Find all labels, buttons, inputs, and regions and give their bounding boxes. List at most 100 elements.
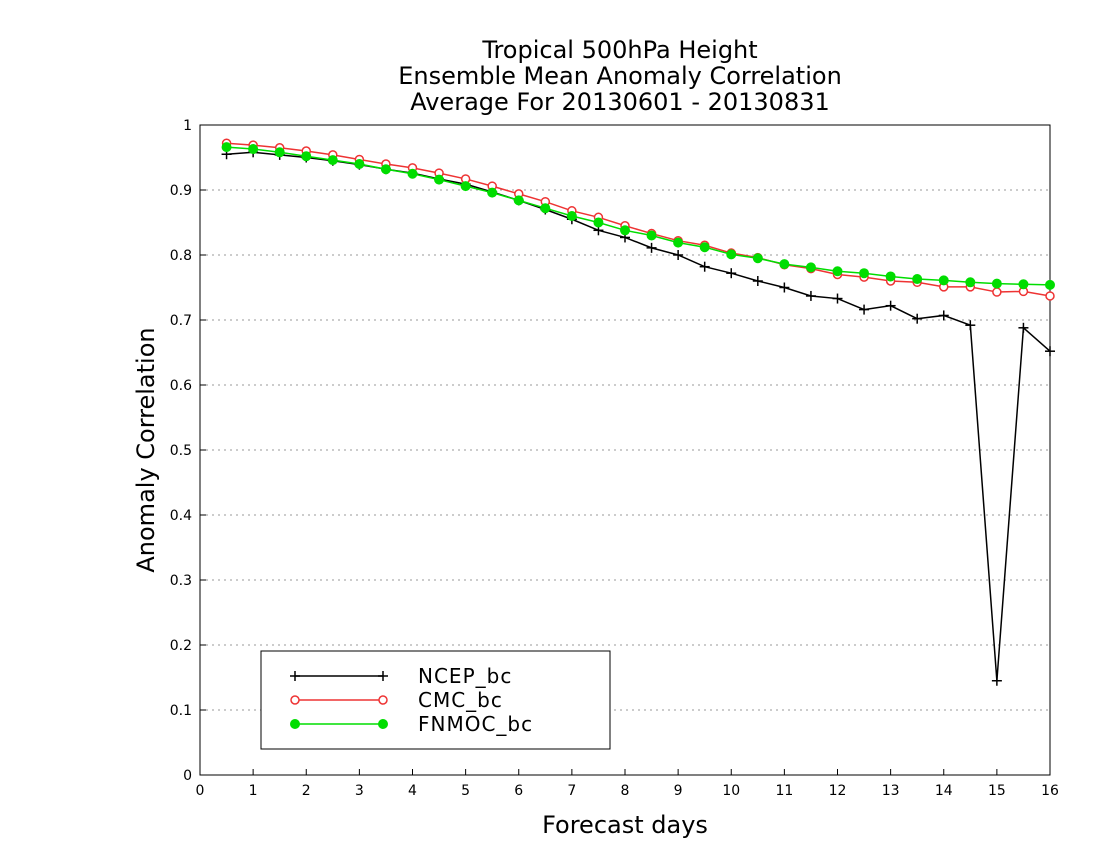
- legend-entry-ncep-bc: NCEP_bc: [290, 664, 512, 688]
- series-lines: [221, 138, 1055, 686]
- data-point-ncep-bc: [646, 242, 657, 253]
- x-tick-label: 14: [935, 783, 953, 799]
- data-point-ncep-bc: [832, 293, 843, 304]
- legend-entry-fnmoc-bc: FNMOC_bc: [290, 712, 533, 736]
- data-point-fnmoc-bc: [301, 151, 312, 162]
- legend-label-cmc-bc: CMC_bc: [418, 688, 503, 712]
- x-tick-label: 6: [514, 783, 523, 799]
- data-point-fnmoc-bc: [646, 230, 657, 241]
- legend-marker: [378, 695, 388, 705]
- data-point-fnmoc-bc: [513, 195, 524, 206]
- data-point-fnmoc-bc: [885, 271, 896, 282]
- x-tick-label: 8: [621, 783, 630, 799]
- x-tick-label: 5: [461, 783, 470, 799]
- x-axis-title: Forecast days: [542, 811, 708, 839]
- data-point-fnmoc-bc: [699, 242, 710, 253]
- data-point-fnmoc-bc: [274, 147, 285, 158]
- data-point-cmc-bc: [992, 287, 1002, 297]
- y-tick-label: 0: [183, 768, 192, 784]
- data-point-fnmoc-bc: [805, 262, 816, 273]
- y-tick-label: 0.5: [170, 443, 192, 459]
- data-point-fnmoc-bc: [566, 211, 577, 221]
- legend-marker: [378, 671, 388, 681]
- data-point-fnmoc-bc: [380, 164, 391, 175]
- gridlines: [200, 189, 1050, 711]
- legend-label-fnmoc-bc: FNMOC_bc: [418, 712, 533, 736]
- data-point-fnmoc-bc: [354, 159, 365, 169]
- y-tick-label: 0.2: [170, 638, 192, 654]
- data-point-fnmoc-bc: [248, 144, 259, 155]
- data-point-fnmoc-bc: [1045, 279, 1055, 290]
- data-point-fnmoc-bc: [938, 275, 949, 286]
- data-point-ncep-bc: [912, 313, 923, 324]
- legend-marker: [290, 695, 300, 705]
- x-tick-label: 12: [829, 783, 847, 799]
- data-point-ncep-bc: [726, 268, 737, 279]
- x-tick-label: 4: [408, 783, 417, 799]
- series-ncep-bc: [221, 147, 1055, 686]
- x-tick-label: 9: [674, 783, 683, 799]
- data-point-fnmoc-bc: [460, 181, 471, 192]
- data-point-ncep-bc: [991, 675, 1002, 686]
- data-point-fnmoc-bc: [620, 225, 630, 236]
- data-point-fnmoc-bc: [912, 274, 923, 285]
- x-tick-label: 11: [775, 783, 793, 799]
- data-point-fnmoc-bc: [487, 187, 498, 198]
- legend-label-ncep-bc: NCEP_bc: [418, 664, 512, 688]
- data-point-fnmoc-bc: [859, 268, 870, 279]
- x-tick-label: 10: [722, 783, 740, 799]
- legend-marker: [290, 671, 300, 681]
- x-tick-label: 2: [302, 783, 311, 799]
- series-line-ncep-bc: [226, 151, 1051, 681]
- x-tick-label: 7: [567, 783, 576, 799]
- y-axis-title: Anomaly Correlation: [132, 327, 160, 572]
- x-tick-label: 0: [196, 783, 205, 799]
- y-tick-label: 1: [183, 118, 192, 134]
- series-line-fnmoc-bc: [226, 146, 1051, 286]
- y-tick-label: 0.1: [170, 703, 192, 719]
- data-point-ncep-bc: [699, 261, 710, 272]
- chart-title-line-3: Average For 20130601 - 20130831: [410, 88, 830, 116]
- x-tick-label: 16: [1041, 783, 1059, 799]
- data-point-fnmoc-bc: [965, 277, 976, 288]
- data-point-ncep-bc: [779, 282, 790, 293]
- legend-marker: [290, 719, 300, 729]
- data-point-fnmoc-bc: [540, 203, 551, 214]
- data-point-fnmoc-bc: [221, 142, 232, 153]
- data-point-ncep-bc: [673, 250, 684, 260]
- data-point-fnmoc-bc: [726, 249, 737, 260]
- data-point-ncep-bc: [859, 304, 870, 315]
- legend-entry-cmc-bc: CMC_bc: [290, 688, 503, 712]
- y-tick-label: 0.6: [170, 378, 192, 394]
- data-point-fnmoc-bc: [407, 168, 418, 179]
- data-point-fnmoc-bc: [593, 217, 604, 228]
- data-point-ncep-bc: [885, 300, 896, 311]
- y-tick-label: 0.9: [170, 183, 192, 199]
- chart-title-line-2: Ensemble Mean Anomaly Correlation: [398, 62, 842, 90]
- data-point-ncep-bc: [965, 320, 976, 331]
- data-point-fnmoc-bc: [673, 237, 684, 248]
- data-point-fnmoc-bc: [752, 253, 763, 264]
- x-tick-label: 1: [249, 783, 258, 799]
- y-tick-label: 0.3: [170, 573, 192, 589]
- y-tick-label: 0.8: [170, 248, 192, 264]
- data-point-ncep-bc: [805, 290, 816, 301]
- chart-title: Tropical 500hPa Height Ensemble Mean Ano…: [398, 36, 842, 116]
- data-point-fnmoc-bc: [1018, 279, 1029, 290]
- data-point-ncep-bc: [1045, 346, 1055, 357]
- x-tick-label: 15: [988, 783, 1006, 799]
- chart-title-line-1: Tropical 500hPa Height: [481, 36, 757, 64]
- series-line-cmc-bc: [226, 142, 1051, 297]
- y-tick-label: 0.4: [170, 508, 192, 524]
- series-fnmoc-bc: [221, 142, 1055, 290]
- data-point-ncep-bc: [752, 276, 763, 286]
- data-point-fnmoc-bc: [434, 174, 445, 185]
- x-tick-label: 3: [355, 783, 364, 799]
- data-point-ncep-bc: [1018, 322, 1029, 333]
- data-point-fnmoc-bc: [991, 278, 1002, 289]
- data-point-ncep-bc: [938, 310, 949, 321]
- axis-ticks: 00.10.20.30.40.50.60.70.80.910 1 2 3 4 5 6 7 8 9 1…: [170, 118, 1059, 799]
- data-point-cmc-bc: [1045, 291, 1055, 301]
